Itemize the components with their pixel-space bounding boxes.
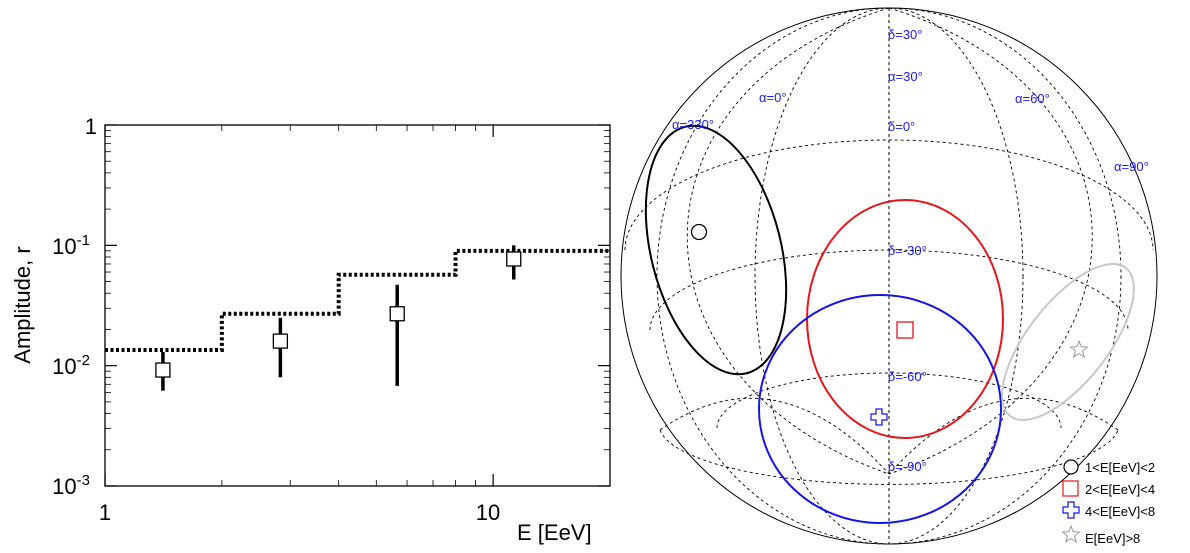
- dec-line-0: [624, 139, 1154, 251]
- ra-line-lower-left: [659, 397, 890, 475]
- region-above-8-eev: [1001, 262, 1135, 422]
- legend-star-icon: [1061, 524, 1081, 544]
- legend: 1<E[EeV]<2 2<E[EeV]<4 4<E[EeV]<8 E[EeV]>…: [1061, 459, 1155, 546]
- y-tick-label-0.1: 10-1: [52, 232, 90, 259]
- ra-label-0: α=0°: [759, 90, 787, 105]
- marker-above-8-eev: [1069, 339, 1089, 359]
- legend-square-icon: [1062, 480, 1079, 497]
- legend-cross-icon: [1062, 501, 1080, 519]
- x-tick-label-10: 10: [476, 500, 500, 525]
- x-tick-label-1: 1: [99, 500, 111, 525]
- marker-1-2-eev: [690, 223, 708, 241]
- marker-4-8-eev: [870, 408, 888, 426]
- ra-label-330: α=330°: [672, 117, 714, 132]
- data-point-0: [155, 362, 171, 378]
- legend-label-2: 2<E[EeV]<4: [1085, 482, 1155, 497]
- data-point-1: [272, 333, 289, 349]
- x-axis-title: E [EeV]: [517, 520, 592, 545]
- step-line-path: [105, 248, 610, 352]
- dec-label-minus-60: δ=-60°: [888, 369, 927, 384]
- amplitude-markers: [155, 245, 522, 391]
- region-2-4-eev: [806, 199, 1004, 439]
- data-point-2: [389, 306, 405, 322]
- region-4-8-eev: [758, 294, 1002, 524]
- marker-2-4-eev: [896, 321, 914, 339]
- legend-label-3: 4<E[EeV]<8: [1085, 504, 1155, 519]
- legend-label-1: 1<E[EeV]<2: [1085, 460, 1155, 475]
- dec-label-minus-90: δ=-90°: [888, 459, 927, 474]
- plot-frame: [104, 124, 611, 487]
- dec-line-minus-30: [649, 249, 1129, 331]
- ra-line-330: [686, 7, 890, 475]
- meridian-right-inner: [656, 7, 1122, 545]
- ra-label-60: α=60°: [1015, 91, 1050, 106]
- ra-line-lower-right: [888, 397, 1119, 475]
- data-point-3: [506, 251, 522, 267]
- amplitude-chart: 1 10-1 10-2 10-3 1 10 E [EeV] Amplitude,…: [10, 114, 611, 545]
- dec-line-bottom: [659, 429, 1119, 485]
- ra-label-90: α=90°: [1114, 159, 1149, 174]
- region-1-2-eev: [644, 124, 788, 376]
- y-tick-label-0.001: 10-3: [52, 472, 90, 499]
- y-axis-title: Amplitude, r: [10, 246, 35, 363]
- legend-label-4: E[EeV]>8: [1085, 531, 1140, 546]
- ra-line-90: [888, 7, 1093, 475]
- dec-label-30: δ=30°: [888, 27, 923, 42]
- legend-circle-icon: [1063, 459, 1079, 475]
- ra-label-30: α=30°: [888, 69, 923, 84]
- minor-ticks: [105, 125, 611, 486]
- major-ticks: [104, 124, 610, 487]
- dipole-upper-limit-step-line: [105, 248, 610, 352]
- dec-label-minus-30: δ=-30°: [888, 243, 927, 258]
- y-tick-label-1: 1: [85, 114, 97, 139]
- dec-label-0: δ=0°: [888, 119, 915, 134]
- y-tick-label-0.01: 10-2: [52, 352, 90, 379]
